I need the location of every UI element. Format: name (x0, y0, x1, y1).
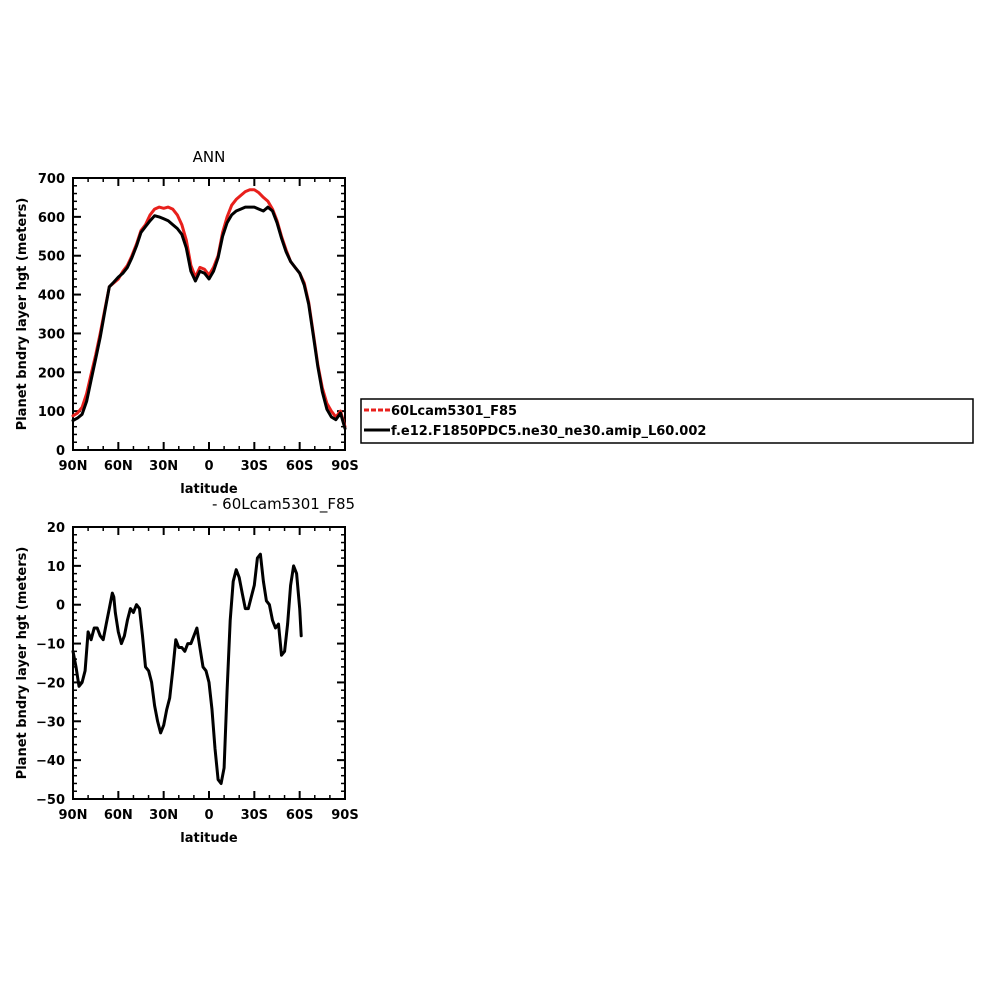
y-tick-label: 20 (47, 521, 65, 536)
plot-title: - 60Lcam5301_F85 (212, 495, 355, 514)
y-tick-label: −20 (36, 676, 65, 691)
series-line-0-1 (71, 205, 347, 431)
legend-entry-0: 60Lcam5301_F85 (391, 404, 517, 419)
y-tick-label: 100 (38, 405, 65, 420)
x-tick-label: 30S (241, 808, 268, 823)
y-tick-label: 400 (38, 289, 65, 304)
x-tick-label: 60N (104, 808, 133, 823)
x-axis-title: latitude (180, 831, 238, 846)
series-line-1-0 (71, 552, 303, 785)
y-tick-label: 700 (38, 172, 65, 187)
x-tick-label: 30N (149, 808, 178, 823)
y-tick-label: 0 (56, 444, 65, 459)
x-tick-label: 90N (59, 808, 88, 823)
y-tick-label: −50 (36, 793, 65, 808)
y-axis-title: Planet bndry layer hgt (meters) (15, 547, 30, 780)
plot-frame-0 (72, 177, 346, 451)
x-axis-title: latitude (180, 482, 238, 497)
y-tick-label: 300 (38, 327, 65, 342)
y-tick-label: 200 (38, 366, 65, 381)
y-tick-label: −30 (36, 715, 65, 730)
legend-entry-1: f.e12.F1850PDC5.ne30_ne30.amip_L60.002 (391, 424, 706, 439)
x-tick-label: 90N (59, 459, 88, 474)
y-tick-label: 10 (47, 560, 65, 575)
x-tick-label: 30N (149, 459, 178, 474)
x-tick-label: 90S (331, 459, 358, 474)
x-tick-label: 60S (286, 459, 313, 474)
x-tick-label: 90S (331, 808, 358, 823)
y-axis-title: Planet bndry layer hgt (meters) (15, 198, 30, 431)
plot-frame-1 (72, 526, 346, 800)
x-tick-label: 60N (104, 459, 133, 474)
x-tick-label: 0 (204, 459, 213, 474)
plot-title: ANN (193, 148, 226, 166)
x-tick-label: 30S (241, 459, 268, 474)
x-tick-label: 0 (204, 808, 213, 823)
y-tick-label: −40 (36, 754, 65, 769)
y-tick-label: 500 (38, 250, 65, 265)
series-line-0-0 (71, 188, 347, 429)
x-tick-label: 60S (286, 808, 313, 823)
y-tick-label: 600 (38, 211, 65, 226)
y-tick-label: 0 (56, 599, 65, 614)
legend-box (360, 398, 974, 444)
y-tick-label: −10 (36, 638, 65, 653)
